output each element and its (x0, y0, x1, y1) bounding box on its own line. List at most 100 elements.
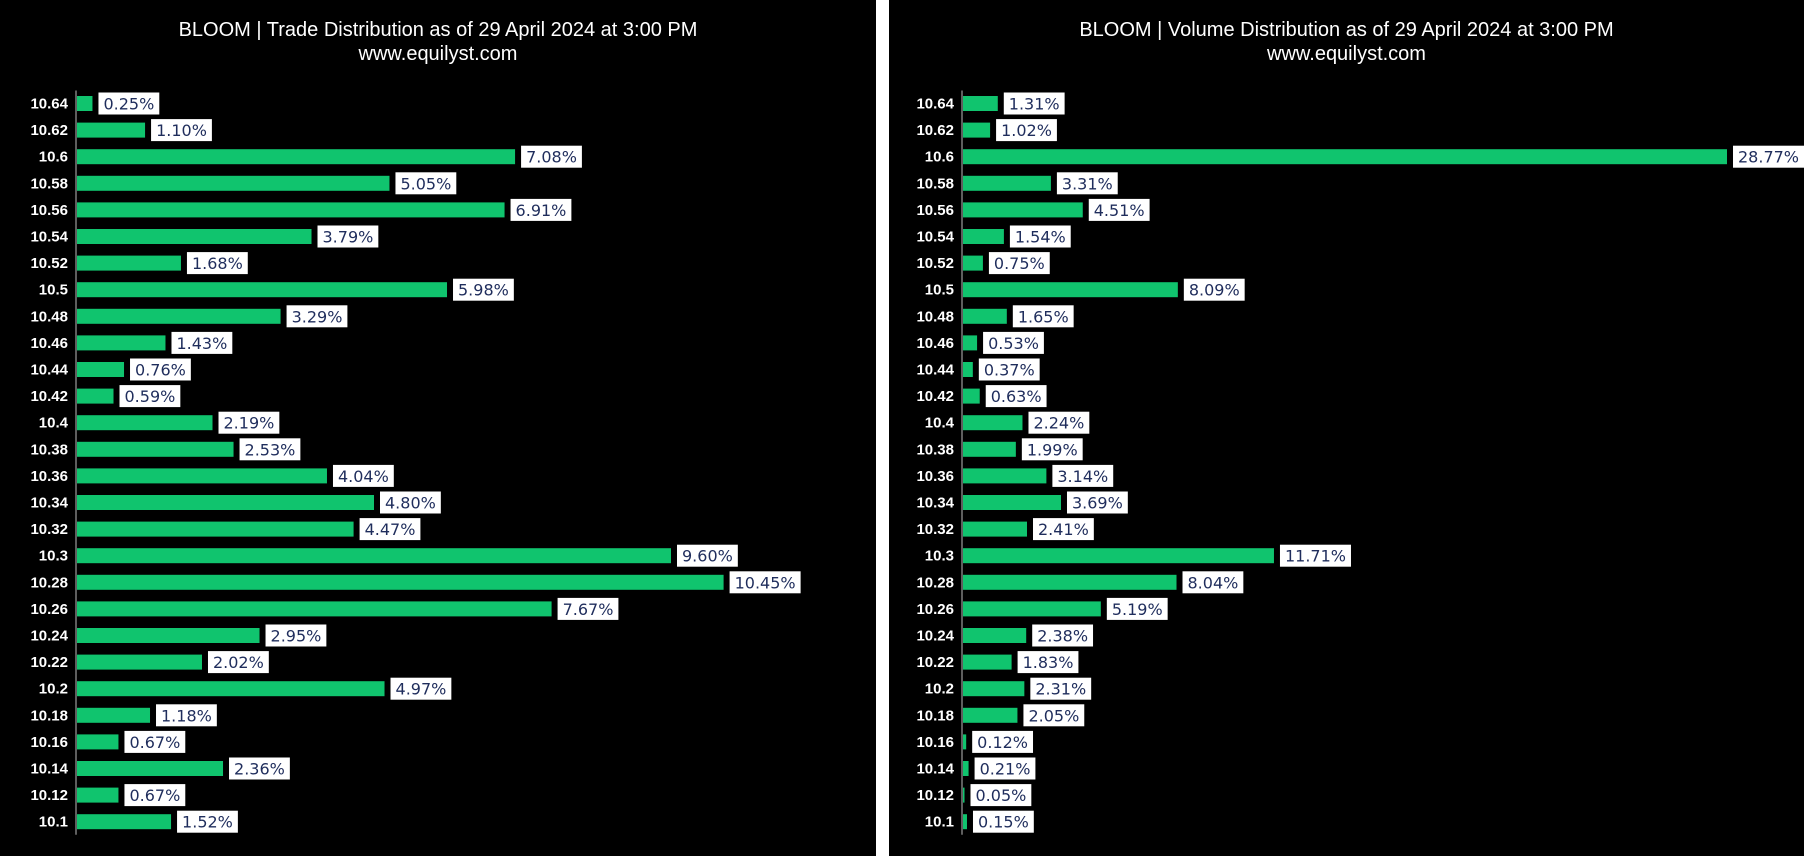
bar (963, 282, 1178, 298)
y-tick-label: 10.12 (30, 787, 68, 804)
bar (77, 388, 114, 404)
data-label-text: 7.08% (526, 148, 577, 167)
data-label-text: 5.05% (400, 174, 451, 193)
bar (963, 202, 1083, 218)
y-tick-label: 10.16 (916, 734, 954, 751)
bar (77, 308, 281, 324)
data-label-text: 0.37% (984, 361, 1035, 380)
data-label-text: 2.53% (245, 440, 296, 459)
y-tick-label: 10.1 (39, 814, 68, 831)
y-tick-label: 10.42 (30, 388, 68, 405)
data-label-text: 3.69% (1072, 494, 1123, 513)
y-tick-label: 10.28 (30, 574, 68, 591)
bar (963, 149, 1728, 165)
y-tick-label: 10.48 (916, 308, 954, 325)
y-tick-label: 10.2 (925, 681, 954, 698)
y-tick-label: 10.48 (30, 308, 68, 325)
y-tick-label: 10.5 (925, 282, 954, 299)
bar (963, 415, 1023, 431)
chart-subtitle: www.equilyst.com (1267, 43, 1426, 65)
bar (77, 761, 224, 776)
data-label-text: 0.76% (135, 361, 186, 380)
bar (963, 707, 1018, 723)
bar (963, 548, 1274, 564)
data-label-text: 1.02% (1001, 121, 1052, 140)
data-label: 0.63% (985, 385, 1047, 408)
data-label-text: 2.36% (234, 760, 285, 779)
y-tick-label: 10.56 (30, 202, 68, 219)
bar (963, 122, 991, 138)
data-label: 5.05% (395, 172, 457, 195)
bar (963, 468, 1047, 484)
data-label: 3.14% (1052, 464, 1114, 487)
data-label: 0.75% (988, 252, 1050, 275)
volume-distribution-chart: 10.64 1.31% 10.62 1.02% 10.6 28.77% 10.58 3.31%… (916, 90, 1804, 835)
y-tick-label: 10.6 (925, 149, 954, 166)
bar (963, 681, 1025, 697)
bar (77, 814, 172, 830)
y-tick-label: 10.34 (916, 495, 954, 512)
y-tick-label: 10.44 (30, 362, 68, 379)
data-label: 4.97% (390, 677, 452, 700)
data-label: 1.54% (1009, 225, 1071, 248)
data-label: 2.31% (1030, 677, 1092, 700)
y-tick-label: 10.52 (30, 255, 68, 272)
data-label-text: 10.45% (735, 573, 796, 592)
y-tick-label: 10.22 (916, 654, 954, 671)
y-tick-label: 10.5 (39, 282, 68, 299)
bar (963, 229, 1004, 244)
bar (77, 441, 234, 457)
data-label-text: 1.10% (156, 121, 207, 140)
data-label: 8.04% (1182, 571, 1244, 594)
bar (963, 628, 1027, 643)
data-label-text: 1.18% (161, 706, 212, 725)
data-label-text: 2.31% (1035, 680, 1086, 699)
data-label: 0.59% (119, 385, 181, 408)
data-label: 28.77% (1733, 145, 1804, 168)
data-label: 4.51% (1088, 198, 1150, 221)
bar (77, 255, 181, 271)
data-label-text: 6.91% (516, 201, 567, 220)
y-tick-label: 10.36 (916, 468, 954, 485)
bar (77, 681, 385, 697)
data-label: 1.99% (1021, 438, 1083, 461)
data-label-text: 4.47% (365, 520, 416, 539)
y-tick-label: 10.64 (916, 96, 954, 113)
data-label-text: 3.29% (292, 307, 343, 326)
data-label: 0.76% (130, 358, 191, 381)
trade-distribution-chart: 10.64 0.25% 10.62 1.10% 10.6 7.08% 10.58 5.05% 1… (30, 90, 801, 835)
y-tick-label: 10.16 (30, 734, 68, 751)
data-label: 1.83% (1017, 651, 1079, 674)
bar (77, 628, 260, 643)
y-tick-label: 10.46 (916, 335, 954, 352)
data-label: 3.31% (1056, 172, 1118, 195)
data-label: 1.65% (1012, 305, 1074, 328)
data-label: 0.67% (124, 730, 186, 753)
data-label-text: 1.65% (1018, 307, 1069, 326)
y-tick-label: 10.32 (916, 521, 954, 538)
data-label-text: 3.31% (1062, 174, 1113, 193)
data-label-text: 1.52% (182, 813, 233, 832)
data-label-text: 28.77% (1738, 148, 1799, 167)
bar (963, 362, 973, 377)
y-tick-label: 10.12 (916, 787, 954, 804)
data-label: 3.69% (1066, 491, 1128, 514)
data-label: 0.67% (124, 784, 186, 807)
data-label: 4.04% (332, 464, 394, 487)
bar (77, 149, 516, 165)
data-label-text: 2.95% (271, 627, 322, 646)
data-label: 0.12% (972, 730, 1034, 753)
data-label: 1.31% (1003, 92, 1065, 115)
y-tick-label: 10.28 (916, 574, 954, 591)
y-tick-label: 10.26 (30, 601, 68, 618)
y-tick-label: 10.24 (916, 628, 954, 645)
data-label-text: 4.97% (396, 680, 447, 699)
bar (77, 175, 390, 191)
bar (963, 654, 1012, 670)
bar (77, 362, 125, 377)
data-label: 1.02% (996, 119, 1057, 142)
bar (963, 255, 983, 271)
data-label-text: 9.60% (682, 547, 733, 566)
y-tick-label: 10.38 (30, 441, 68, 458)
y-tick-label: 10.14 (30, 761, 68, 778)
